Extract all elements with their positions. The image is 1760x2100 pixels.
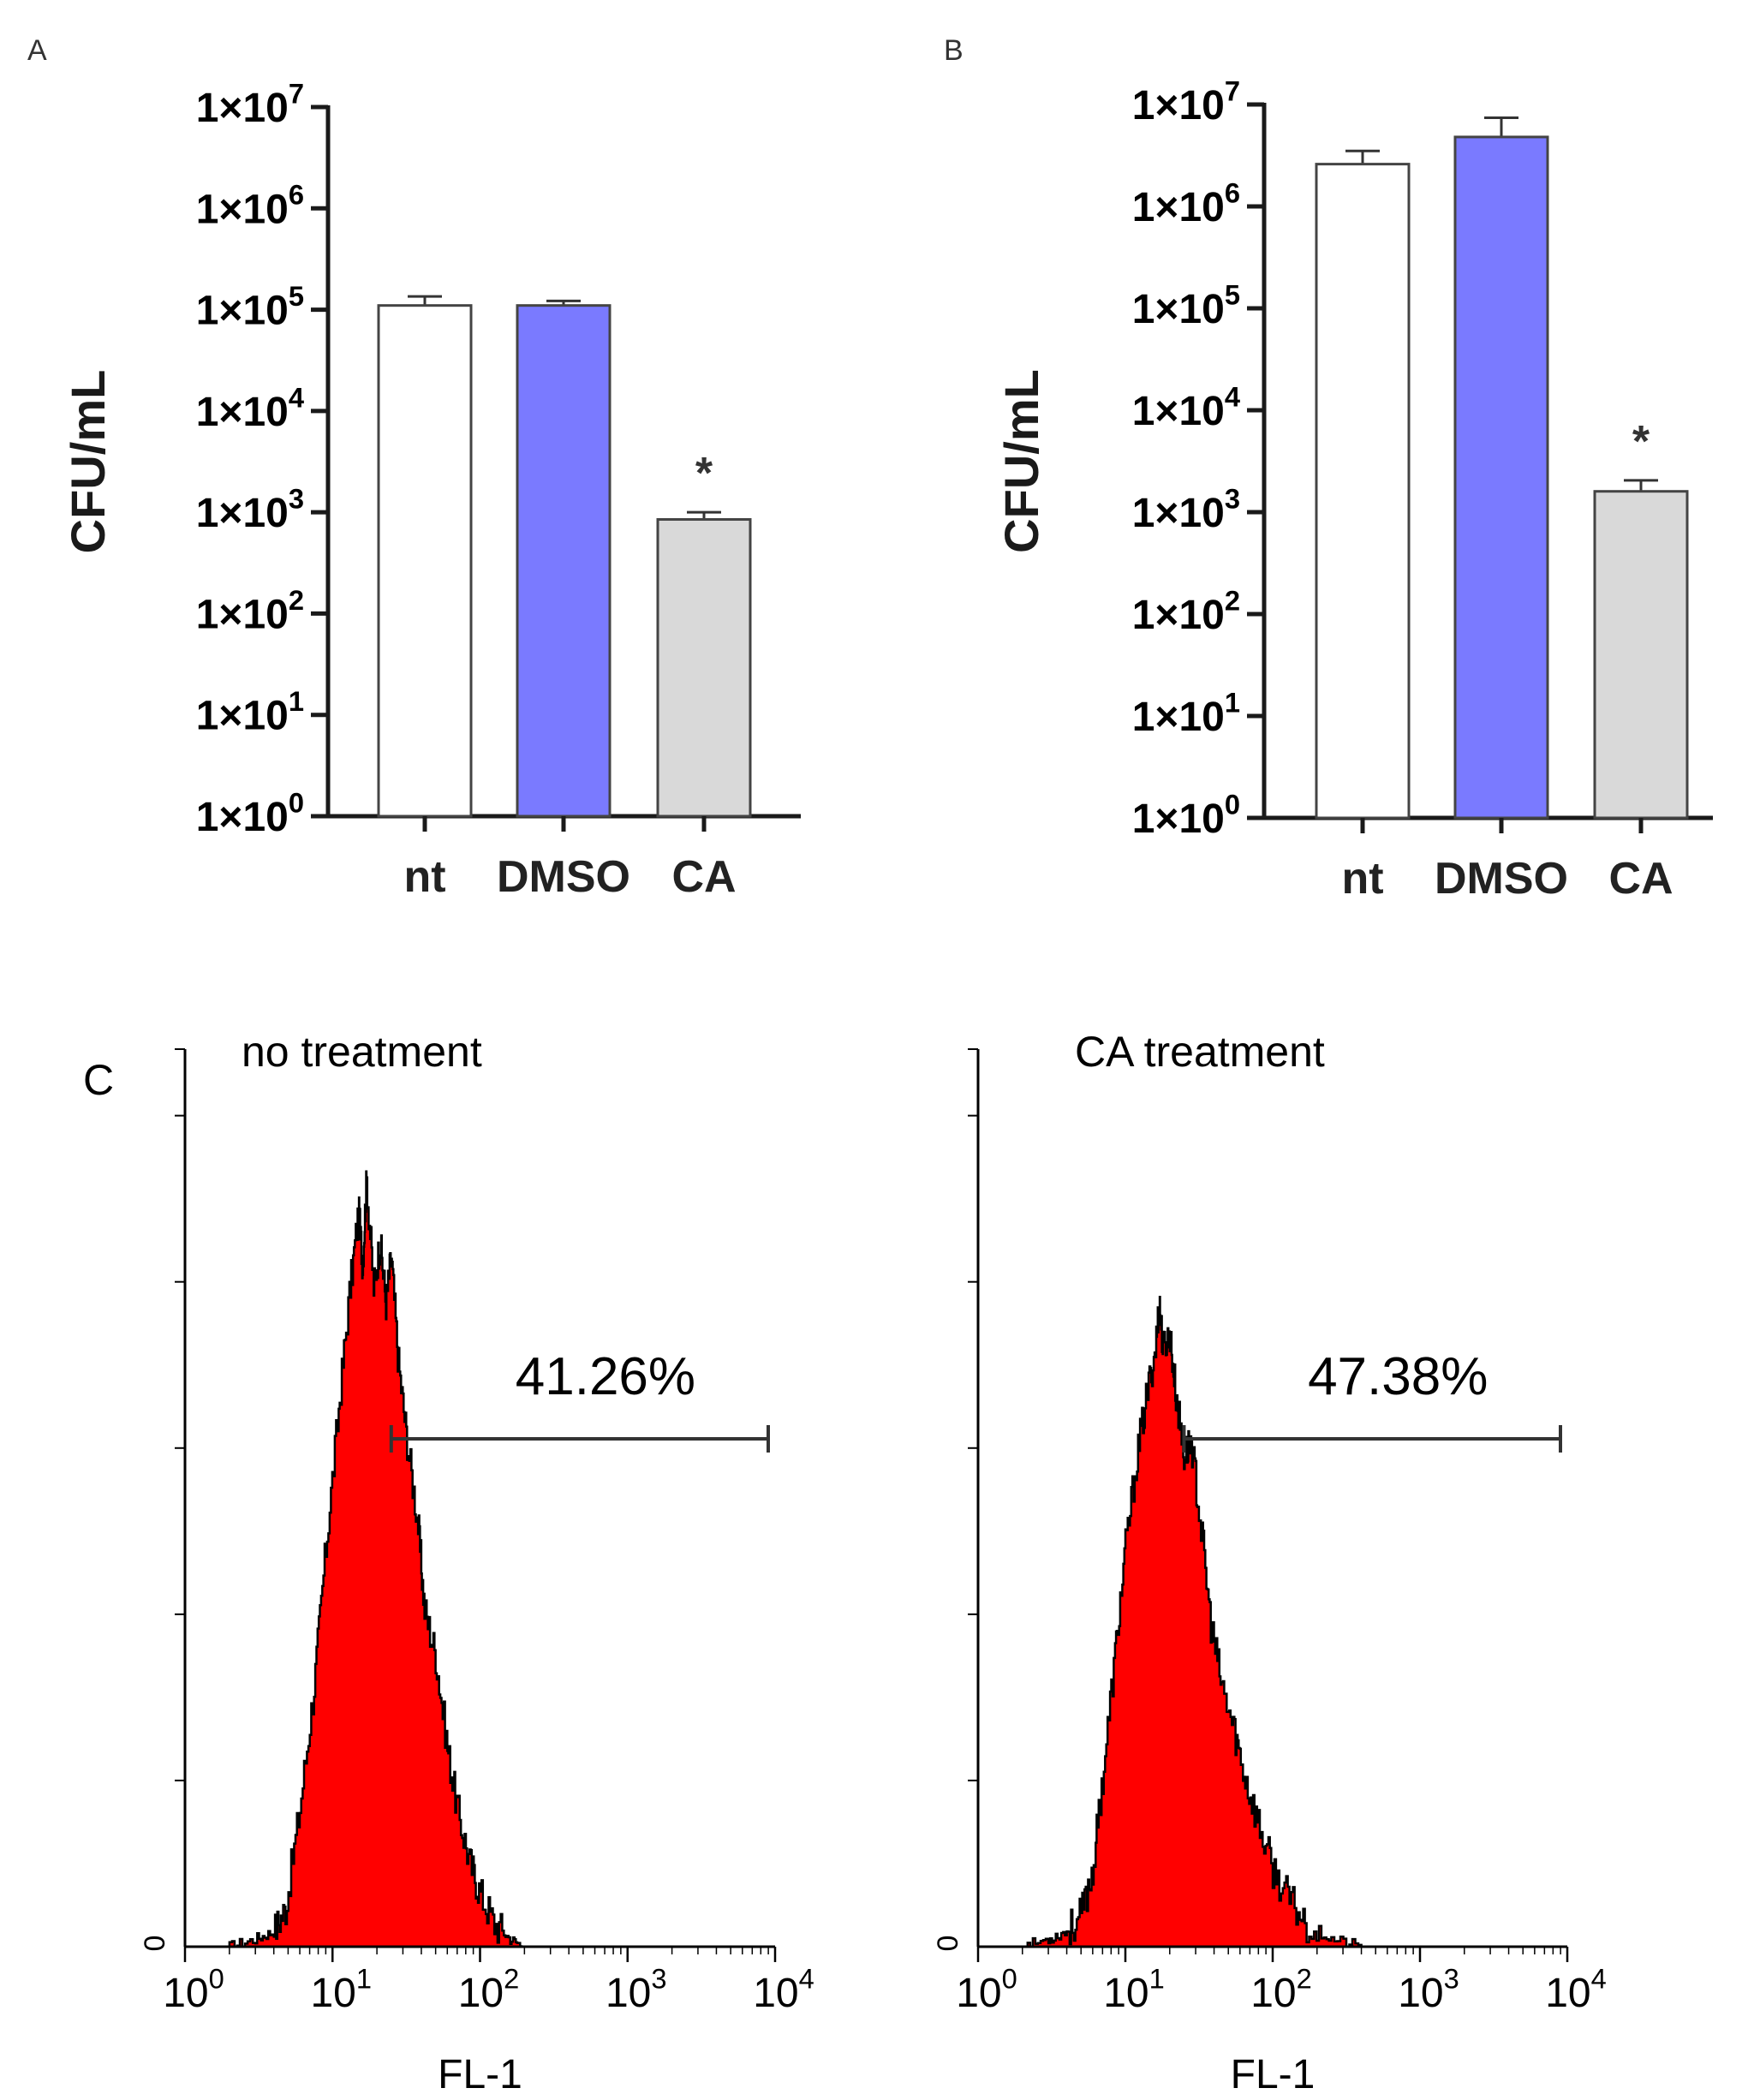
y-tick-label: 1×100 xyxy=(1132,788,1240,842)
y-tick-label: 1×103 xyxy=(1132,482,1240,536)
x-axis-label: FL-1 xyxy=(1231,2052,1316,2097)
gate-percentage: 47.38% xyxy=(1308,1347,1488,1406)
y-tick-label: 1×102 xyxy=(196,584,304,638)
histogram-area xyxy=(228,1170,525,1948)
histogram-area xyxy=(1022,1295,1363,1948)
bar-chart-a: 1×100 1×101 1×102 1×103 1×104 1×105 1×106 1×107… xyxy=(61,77,801,902)
x-tick-label: 100 xyxy=(956,1962,1017,2016)
y-tick-label: 0 xyxy=(139,1936,171,1952)
x-tick-label: nt xyxy=(403,852,445,902)
x-tick-label: CA xyxy=(1608,854,1673,904)
y-axis-label: CFU/mL xyxy=(61,370,115,554)
x-tick-label: 101 xyxy=(310,1962,372,2016)
x-tick-label: 104 xyxy=(1545,1962,1607,2016)
x-tick-label: 103 xyxy=(1398,1962,1459,2016)
x-tick-label: DMSO xyxy=(497,852,630,902)
y-tick-label: 1×104 xyxy=(1132,380,1240,434)
y-tick-label: 1×101 xyxy=(1132,686,1240,740)
gate-percentage: 41.26% xyxy=(516,1347,695,1406)
panel-label-a: A xyxy=(27,34,47,67)
bar-nt xyxy=(377,304,473,818)
y-axis-label: CFU/mL xyxy=(994,369,1048,553)
panel-label-c: C xyxy=(83,1056,114,1104)
x-axis-label: FL-1 xyxy=(438,2052,522,2097)
histogram-title: no treatment xyxy=(242,1028,482,1076)
histogram-ca-treatment: CA treatment 0 100 101 102 103 104 FL-1 47.38% xyxy=(932,1028,1607,2097)
bar-ca xyxy=(656,517,752,818)
x-tick-label: 102 xyxy=(1250,1962,1312,2016)
y-tick-label: 1×101 xyxy=(196,685,304,739)
bar-nt xyxy=(1315,163,1411,820)
y-tick-label: 1×106 xyxy=(196,179,304,233)
y-tick-label: 0 xyxy=(932,1936,964,1952)
panel-label-b: B xyxy=(944,34,964,67)
y-tick-label: 1×103 xyxy=(196,483,304,537)
x-tick-label: 103 xyxy=(606,1962,667,2016)
significance-star: * xyxy=(1632,417,1650,467)
y-tick-label: 1×107 xyxy=(196,77,304,131)
bar-dmso xyxy=(516,304,612,818)
y-tick-label: 1×104 xyxy=(196,381,304,435)
bar-ca xyxy=(1593,490,1689,820)
y-tick-label: 1×100 xyxy=(196,786,304,840)
x-tick-label: nt xyxy=(1341,854,1383,904)
x-tick-label: DMSO xyxy=(1435,854,1568,904)
histogram-title: CA treatment xyxy=(1075,1028,1325,1076)
bar-chart-b: 1×100 1×101 1×102 1×103 1×104 1×105 1×106 1×107… xyxy=(994,75,1713,904)
y-tick-label: 1×105 xyxy=(196,280,304,334)
x-tick-label: 102 xyxy=(458,1962,520,2016)
bar-dmso xyxy=(1453,135,1549,820)
x-tick-label: 100 xyxy=(163,1962,224,2016)
y-tick-label: 1×105 xyxy=(1132,278,1240,332)
significance-star: * xyxy=(695,449,713,498)
x-tick-label: 104 xyxy=(753,1962,814,2016)
y-tick-label: 1×102 xyxy=(1132,584,1240,638)
x-tick-label: CA xyxy=(671,852,736,902)
y-tick-label: 1×107 xyxy=(1132,75,1240,128)
x-tick-label: 101 xyxy=(1103,1962,1165,2016)
histogram-no-treatment: no treatment 0 100 101 102 103 104 FL-1 41.26% xyxy=(139,1028,814,2097)
y-tick-label: 1×106 xyxy=(1132,176,1240,230)
